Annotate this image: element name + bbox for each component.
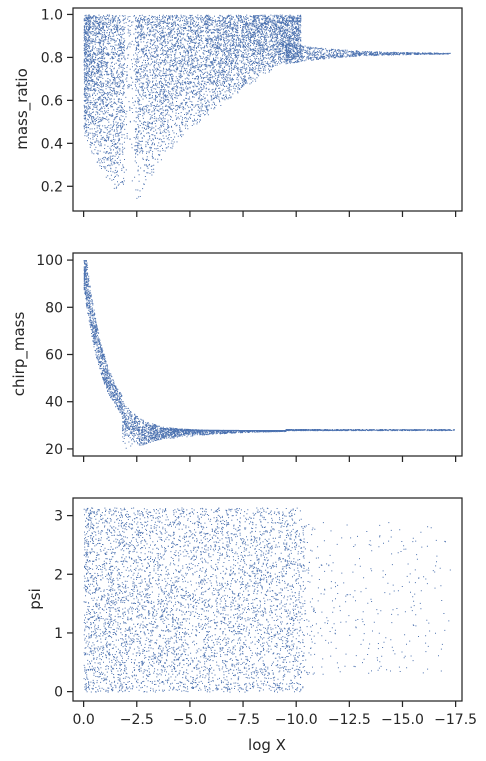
y-ticks-mass-ratio: 0.2 0.4 0.6 0.8 1.0 <box>41 7 73 195</box>
x-ticks-chirp-mass <box>83 456 457 462</box>
y-ticks-chirp-mass: 20 40 60 80 100 <box>36 253 73 458</box>
y-tick-label: 40 <box>45 395 63 411</box>
x-tick-label: −5.0 <box>173 712 207 728</box>
panel-mass-ratio: 0.2 0.4 0.6 0.8 1.0 mass_ratio <box>13 7 463 217</box>
scatter-marks <box>83 507 451 693</box>
ylabel-mass-ratio: mass_ratio <box>13 68 32 150</box>
panel-chirp-mass: 20 40 60 80 100 chirp_mass <box>10 252 463 462</box>
axes-frame-mass-ratio <box>72 7 463 212</box>
y-tick-label: 3 <box>54 509 63 525</box>
x-tick-label: −12.5 <box>328 712 371 728</box>
y-tick-label: 0.4 <box>41 136 63 152</box>
x-tick-label: −7.5 <box>226 712 260 728</box>
y-tick-label: 60 <box>45 348 63 364</box>
y-tick-label: 0.8 <box>41 50 63 66</box>
scatter-marks <box>83 14 451 199</box>
y-tick-label: 20 <box>45 442 63 458</box>
y-tick-label: 0 <box>54 685 63 701</box>
scatter-marks <box>83 260 455 449</box>
xlabel-log-x: log X <box>248 736 286 754</box>
x-tick-label: −2.5 <box>120 712 154 728</box>
x-tick-label: −10.0 <box>275 712 318 728</box>
y-tick-label: 1 <box>54 626 63 642</box>
y-tick-label: 80 <box>45 300 63 316</box>
ylabel-chirp-mass: chirp_mass <box>10 312 29 397</box>
axes-frame-psi <box>72 497 463 702</box>
y-tick-label: 1.0 <box>41 7 63 23</box>
x-ticks-psi: 0.0 −2.5 −5.0 −7.5 −10.0 −12.5 −15.0 −17.5 <box>72 701 477 728</box>
scatter-points-mass-ratio <box>83 14 451 199</box>
x-tick-label: 0.0 <box>72 712 94 728</box>
ylabel-psi: psi <box>26 588 44 610</box>
y-tick-label: 100 <box>36 253 63 269</box>
x-tick-label: −17.5 <box>434 712 477 728</box>
y-tick-label: 2 <box>54 567 63 583</box>
y-ticks-psi: 0 1 2 3 <box>54 509 73 701</box>
y-tick-label: 0.6 <box>41 93 63 109</box>
scatter-points-psi <box>83 507 451 693</box>
x-tick-label: −15.0 <box>381 712 424 728</box>
y-tick-label: 0.2 <box>41 179 63 195</box>
x-ticks-mass-ratio <box>83 211 457 217</box>
panel-psi: 0 1 2 3 0.0 −2.5 −5.0 −7.5 −10.0 −12.5 −15.0 −17.5… <box>26 497 477 754</box>
scatter-points-chirp-mass <box>83 260 455 449</box>
